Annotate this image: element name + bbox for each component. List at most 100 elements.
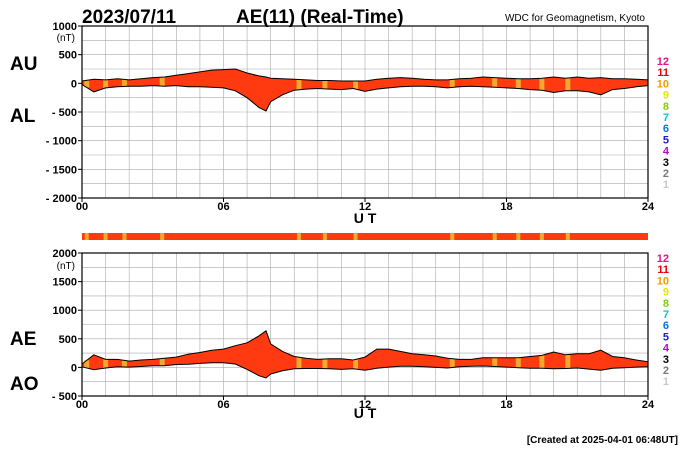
- station-change-streak: [449, 79, 455, 88]
- station-change-streak: [449, 358, 455, 368]
- station-change-streak: [121, 79, 127, 87]
- station-change-streak: [103, 79, 109, 88]
- station-legend-entry: 9: [663, 90, 669, 102]
- panel2-unit: (nT): [57, 261, 75, 272]
- station-legend-entry: 2: [663, 365, 669, 377]
- station-legend-entry: 1: [663, 376, 669, 388]
- y-tick-label: 500: [59, 334, 77, 346]
- station-change-streak: [565, 354, 571, 369]
- station-change-streak: [565, 77, 571, 91]
- station-legend-entry: 10: [657, 78, 669, 90]
- lower-series-line: [81, 84, 649, 112]
- station-bar-marker: [103, 233, 108, 240]
- chart-title: AE(11) (Real-Time): [236, 7, 404, 28]
- ae-label: AE: [10, 329, 36, 350]
- y-tick-label: - 500: [52, 107, 77, 119]
- x-tick-label: 06: [217, 201, 229, 213]
- station-legend-entry: 12: [657, 253, 669, 265]
- station-legend-entry: 3: [663, 157, 669, 169]
- station-bar-marker: [353, 233, 358, 240]
- station-change-streak: [492, 357, 498, 367]
- ao-label: AO: [10, 374, 39, 395]
- station-change-streak: [84, 80, 90, 88]
- station-bar-marker: [122, 233, 127, 240]
- y-tick-label: 0: [71, 362, 77, 374]
- station-bar-marker: [492, 233, 497, 240]
- created-timestamp: [Created at 2025-04-01 06:48UT]: [527, 435, 678, 446]
- y-tick-label: 1500: [53, 277, 77, 289]
- station-change-streak: [159, 77, 165, 87]
- station-legend-entry: 4: [663, 343, 670, 355]
- x-tick-label: 24: [642, 201, 655, 213]
- x-tick-label: 12: [359, 399, 371, 411]
- station-legend-entry: 7: [663, 309, 669, 321]
- station-legend-entry: 2: [663, 168, 669, 180]
- station-bar-marker: [516, 233, 521, 240]
- station-legend-entry: 8: [663, 298, 669, 310]
- al-label: AL: [10, 106, 36, 127]
- x-tick-label: 24: [642, 399, 655, 411]
- upper-series-line: [81, 68, 649, 82]
- station-legend-entry: 12: [657, 56, 669, 68]
- station-change-streak: [492, 77, 498, 88]
- y-tick-label: 0: [71, 78, 77, 90]
- x-tick-label: 00: [76, 399, 88, 411]
- lower-series-line: [81, 362, 649, 379]
- x-tick-label: 18: [500, 399, 512, 411]
- y-tick-label: 1000: [53, 21, 77, 33]
- station-legend-entry: 8: [663, 101, 669, 113]
- station-legend-entry: 11: [657, 264, 669, 276]
- panel2-area: [81, 330, 649, 379]
- x-tick-label: 18: [500, 201, 512, 213]
- station-change-streak: [322, 359, 328, 369]
- y-tick-label: - 2000: [46, 193, 77, 205]
- upper-series-line: [81, 330, 649, 365]
- date-label: 2023/07/11: [82, 7, 176, 28]
- station-bar-marker: [539, 233, 544, 240]
- station-change-streak: [296, 357, 302, 369]
- panel1-unit: (nT): [57, 33, 75, 44]
- station-legend-entry: 3: [663, 354, 669, 366]
- station-legend-entry: 7: [663, 112, 669, 124]
- x-tick-label: 00: [76, 201, 88, 213]
- station-change-streak: [296, 79, 302, 90]
- y-tick-label: - 500: [52, 391, 77, 403]
- station-bar-marker: [450, 233, 455, 240]
- y-tick-label: 500: [59, 50, 77, 62]
- station-legend-entry: 4: [663, 146, 670, 158]
- station-change-streak: [539, 78, 545, 91]
- station-bar-marker: [296, 233, 301, 240]
- station-legend-entry: 1: [663, 179, 669, 191]
- y-tick-label: 2000: [53, 248, 77, 260]
- panel2-grid: [81, 252, 649, 397]
- station-change-streak: [84, 360, 90, 368]
- panel1-grid: [81, 25, 649, 199]
- station-bar-marker: [84, 233, 89, 240]
- station-change-streak: [159, 358, 165, 366]
- station-legend-entry: 10: [657, 275, 669, 287]
- station-legend-entry: 5: [663, 331, 669, 343]
- y-tick-label: - 1500: [46, 164, 77, 176]
- station-change-streak: [103, 359, 109, 368]
- station-bar-marker: [160, 233, 165, 240]
- envelope-fill: [82, 69, 648, 111]
- source-label: WDC for Geomagnetism, Kyoto: [505, 13, 645, 24]
- panel1-area: [81, 68, 649, 112]
- station-bar-fill: [82, 233, 648, 240]
- station-legend-entry: 5: [663, 134, 669, 146]
- y-tick-label: 1000: [53, 305, 77, 317]
- station-count-bar: [82, 233, 648, 240]
- station-change-streak: [353, 359, 359, 370]
- panel1-xlabel: U T: [354, 210, 377, 226]
- panel2-xlabel: U T: [354, 405, 377, 421]
- envelope-fill: [82, 330, 648, 378]
- y-tick-label: - 1000: [46, 136, 77, 148]
- station-change-streak: [322, 80, 328, 89]
- station-change-streak: [539, 355, 545, 369]
- station-legend-entry: 9: [663, 287, 669, 299]
